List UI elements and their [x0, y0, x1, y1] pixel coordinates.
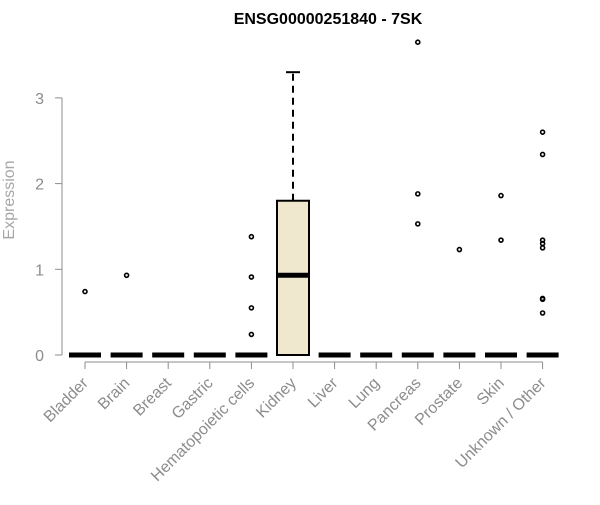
y-axis-title: Expression	[1, 160, 18, 239]
x-tick-label: Liver	[305, 374, 342, 411]
x-tick-label: Breast	[130, 374, 175, 419]
box-group	[69, 288, 101, 358]
x-tick-label: Skin	[474, 375, 508, 409]
box-group	[235, 233, 268, 358]
outlier-point	[248, 274, 255, 280]
box	[276, 199, 310, 356]
outlier-point	[456, 246, 463, 253]
box-group	[276, 71, 310, 356]
y-tick-label: 3	[35, 91, 44, 108]
outlier-point	[498, 237, 504, 243]
y-tick-label: 1	[35, 262, 44, 279]
box-group	[526, 129, 559, 358]
plot-area	[69, 39, 559, 358]
x-tick-label: Bladder	[41, 374, 92, 425]
outlier-point	[539, 245, 546, 251]
outlier-point	[539, 295, 546, 302]
y-tick-label: 2	[35, 177, 44, 194]
outlier-point	[498, 192, 504, 199]
x-tick-label: Lung	[346, 375, 383, 412]
x-tick-label: Kidney	[253, 375, 300, 422]
box-group	[401, 39, 434, 358]
outlier-point	[414, 39, 421, 45]
y-axis: 0 1 2 3	[35, 91, 63, 365]
outlier-point	[539, 310, 546, 316]
outlier-point	[248, 331, 255, 338]
box-group	[443, 246, 476, 358]
box-group	[110, 272, 143, 358]
outlier-point	[123, 272, 130, 279]
outlier-point	[414, 191, 421, 197]
outlier-point	[82, 288, 88, 295]
outlier-point	[414, 221, 421, 227]
x-tick-label: Brain	[95, 375, 133, 413]
outlier-point	[248, 233, 255, 240]
outlier-point	[539, 151, 546, 158]
y-tick-label: 0	[35, 348, 44, 365]
outlier-point	[248, 305, 255, 311]
outlier-point	[539, 237, 546, 243]
chart-title: ENSG00000251840 - 7SK	[234, 11, 423, 28]
box-group	[485, 192, 517, 358]
outlier-point	[539, 129, 546, 135]
